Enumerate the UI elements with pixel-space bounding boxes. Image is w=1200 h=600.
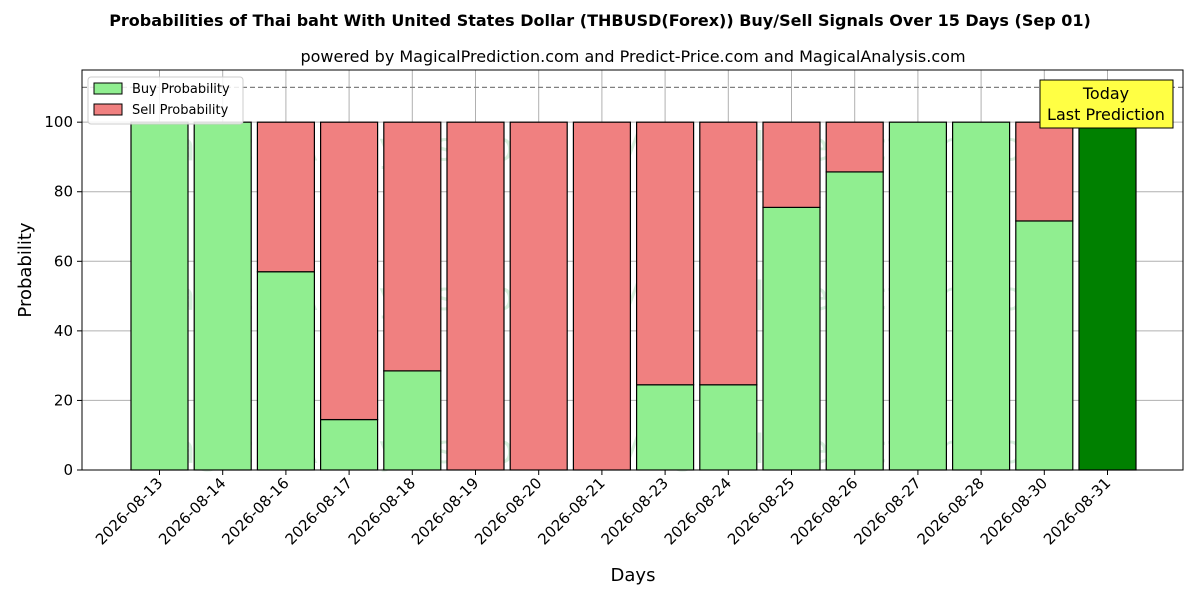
plot-frame (81, 69, 1184, 471)
today-box-bg (1039, 79, 1174, 129)
chart-title: Probabilities of Thai baht With United S… (109, 11, 1091, 30)
x-tick-label: 2026-08-21 (534, 474, 608, 548)
today-annotation: Today Last Prediction (1039, 79, 1174, 129)
y-tick-label: 80 (54, 183, 73, 201)
x-tick-label: 2026-08-17 (282, 474, 356, 548)
y-tick-label: 0 (63, 461, 73, 479)
bar-buy-2026-08-25 (762, 206, 821, 471)
x-tick-label: 2026-08-13 (92, 474, 166, 548)
x-tick-label: 2026-08-23 (598, 474, 672, 548)
bar-sell-2026-08-25 (762, 121, 821, 208)
y-tick-label: 40 (54, 322, 73, 340)
legend-box (87, 76, 244, 125)
x-tick-label: 2026-08-26 (787, 474, 861, 548)
bar-sell-2026-08-21 (572, 121, 632, 471)
x-tick-label: 2026-08-19 (408, 474, 482, 548)
bar-sell-2026-08-16 (256, 121, 315, 273)
bar-buy-2026-08-24 (699, 384, 758, 471)
x-axis-ticks: 2026-08-132026-08-142026-08-162026-08-17… (92, 470, 1114, 548)
bar-buy-2026-08-28 (951, 121, 1011, 471)
legend-label: Sell Probability (132, 103, 229, 118)
x-tick-label: 2026-08-25 (724, 474, 798, 548)
bar-buy-2026-08-17 (320, 418, 379, 471)
x-tick-label: 2026-08-16 (218, 474, 292, 548)
x-tick-label: 2026-08-30 (977, 474, 1051, 548)
bar-buy-2026-08-30 (1015, 220, 1074, 471)
chart-subtitle: powered by MagicalPrediction.com and Pre… (300, 47, 965, 66)
y-tick-label: 60 (54, 252, 73, 270)
bar-sell-2026-08-17 (320, 121, 379, 421)
bar-buy-2026-08-27 (888, 121, 948, 471)
bar-buy-2026-08-23 (635, 384, 695, 471)
bar-buy-2026-08-13 (130, 121, 189, 471)
bar-sell-2026-08-30 (1015, 121, 1074, 222)
x-tick-label: 2026-08-18 (345, 474, 419, 548)
bar-buy-2026-08-31 (1078, 121, 1137, 471)
legend-label: Buy Probability (132, 82, 230, 97)
y-axis-ticks: 0 20 40 60 80 100 (44, 113, 82, 479)
x-tick-label: 2026-08-31 (1040, 474, 1114, 548)
x-tick-label: 2026-08-20 (471, 474, 545, 548)
legend-swatch (93, 82, 123, 95)
x-tick-label: 2026-08-28 (914, 474, 988, 548)
y-axis-label: Probability (15, 222, 36, 317)
legend: Buy Probability Sell Probability (87, 76, 244, 125)
y-tick-label: 100 (44, 113, 73, 131)
bar-buy-2026-08-14 (193, 121, 252, 471)
bar-buy-2026-08-16 (256, 271, 315, 471)
bar-sell-2026-08-18 (383, 121, 442, 372)
y-tick-label: 20 (54, 391, 73, 409)
bar-sell-2026-08-24 (699, 121, 758, 386)
today-line-2: Last Prediction (1047, 105, 1165, 124)
legend-swatch (93, 103, 123, 116)
today-line-1: Today (1082, 84, 1129, 103)
bar-buy-2026-08-18 (383, 370, 442, 471)
x-axis-label: Days (611, 565, 656, 586)
bar-buy-2026-08-26 (825, 171, 884, 471)
x-tick-label: 2026-08-24 (661, 474, 735, 548)
bar-sell-2026-08-26 (825, 121, 884, 173)
bar-sell-2026-08-23 (635, 121, 695, 386)
x-tick-label: 2026-08-27 (850, 474, 924, 548)
bars (130, 121, 1137, 471)
bar-sell-2026-08-19 (446, 121, 505, 471)
x-tick-label: 2026-08-14 (155, 474, 229, 548)
bar-sell-2026-08-20 (509, 121, 568, 471)
